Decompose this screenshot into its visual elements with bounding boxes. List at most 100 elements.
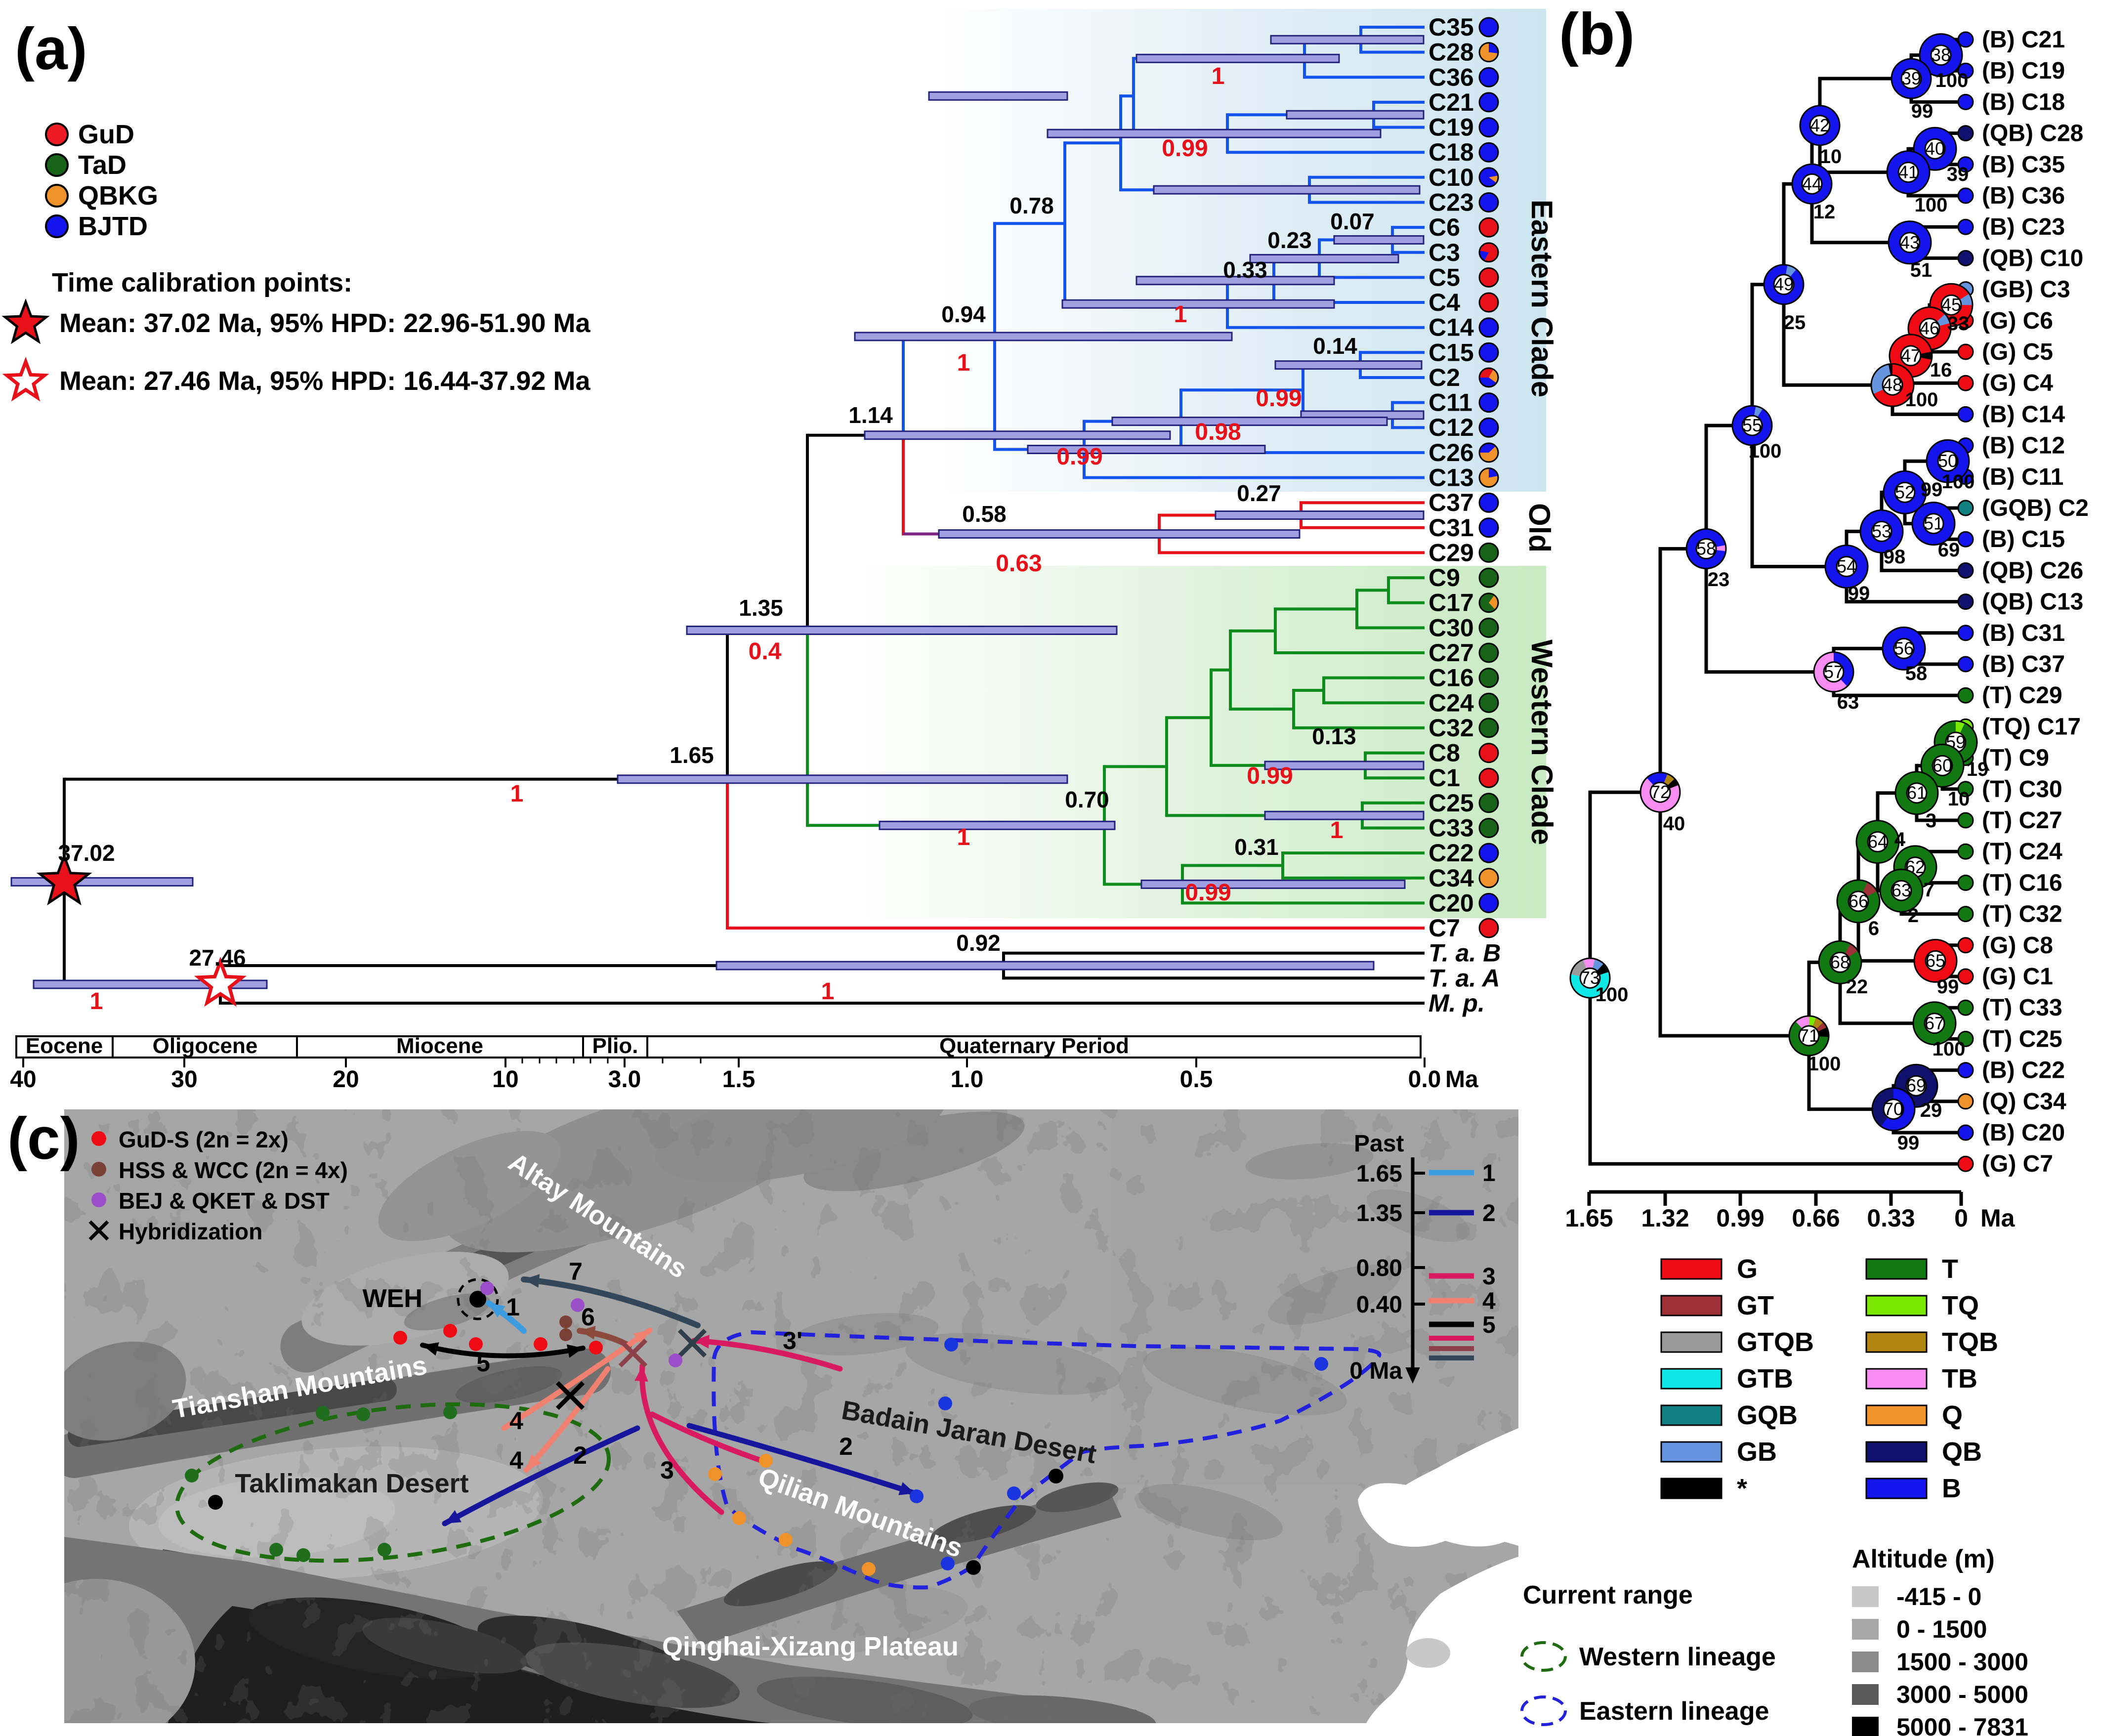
svg-text:(T) C16: (T) C16 — [1982, 870, 2062, 896]
svg-text:10: 10 — [492, 1066, 518, 1093]
svg-text:2: 2 — [1908, 905, 1919, 927]
svg-text:4: 4 — [1894, 829, 1906, 850]
svg-text:100: 100 — [1915, 194, 1948, 216]
svg-text:Time calibration points:: Time calibration points: — [52, 268, 352, 297]
svg-text:37.02: 37.02 — [58, 840, 115, 866]
svg-text:TaD: TaD — [78, 150, 126, 180]
svg-text:5: 5 — [1482, 1312, 1496, 1338]
svg-text:(T) C24: (T) C24 — [1982, 839, 2062, 865]
svg-text:C4: C4 — [1429, 289, 1460, 316]
svg-text:50: 50 — [1938, 451, 1958, 471]
svg-text:(B) C20: (B) C20 — [1982, 1120, 2065, 1146]
svg-text:0.27: 0.27 — [1237, 480, 1281, 506]
svg-text:1: 1 — [90, 988, 103, 1015]
svg-text:C18: C18 — [1429, 138, 1474, 166]
svg-text:0.0: 0.0 — [1408, 1066, 1441, 1093]
svg-text:(b): (b) — [1559, 1, 1635, 67]
svg-text:0 - 1500: 0 - 1500 — [1896, 1615, 1987, 1643]
svg-text:HSS & WCC (2n = 4x): HSS & WCC (2n = 4x) — [119, 1157, 348, 1183]
svg-text:QB: QB — [1942, 1437, 1982, 1467]
svg-text:10: 10 — [1820, 146, 1842, 168]
svg-text:GTQB: GTQB — [1737, 1327, 1814, 1357]
svg-text:0.5: 0.5 — [1180, 1066, 1213, 1093]
svg-text:54: 54 — [1837, 556, 1856, 577]
svg-text:QBKG: QBKG — [78, 181, 158, 211]
svg-text:1.65: 1.65 — [1356, 1161, 1402, 1187]
svg-text:(B) C19: (B) C19 — [1982, 58, 2065, 84]
svg-text:0.40: 0.40 — [1356, 1292, 1402, 1318]
svg-text:0.92: 0.92 — [956, 930, 1001, 956]
svg-text:100: 100 — [1596, 984, 1629, 1006]
svg-text:TQ: TQ — [1942, 1291, 1979, 1320]
svg-text:73: 73 — [1580, 968, 1600, 988]
svg-text:1: 1 — [506, 1293, 520, 1321]
svg-text:27.46: 27.46 — [189, 945, 246, 971]
svg-text:-415 - 0: -415 - 0 — [1896, 1583, 1981, 1610]
svg-text:T. a. A: T. a. A — [1429, 964, 1500, 992]
svg-text:0.98: 0.98 — [1195, 419, 1241, 445]
svg-text:38: 38 — [1931, 45, 1951, 65]
svg-text:(B) C21: (B) C21 — [1982, 27, 2065, 53]
svg-text:4: 4 — [509, 1446, 523, 1474]
svg-text:TQB: TQB — [1942, 1327, 1998, 1357]
svg-text:GB: GB — [1737, 1437, 1777, 1467]
svg-text:1.32: 1.32 — [1641, 1204, 1689, 1232]
svg-text:(GQB) C2: (GQB) C2 — [1982, 495, 2089, 521]
svg-text:100: 100 — [1808, 1053, 1841, 1075]
svg-text:0.58: 0.58 — [962, 501, 1007, 527]
svg-text:1.14: 1.14 — [848, 402, 893, 428]
svg-text:Old: Old — [1523, 503, 1556, 552]
svg-text:1.35: 1.35 — [739, 595, 783, 621]
svg-text:C28: C28 — [1429, 39, 1474, 66]
svg-text:BEJ & QKET & DST: BEJ & QKET & DST — [119, 1188, 330, 1214]
svg-text:(G) C4: (G) C4 — [1982, 370, 2053, 396]
svg-text:(QB) C28: (QB) C28 — [1982, 121, 2083, 147]
svg-text:C12: C12 — [1429, 414, 1474, 441]
svg-text:48: 48 — [1883, 375, 1902, 395]
svg-text:68: 68 — [1830, 952, 1850, 972]
svg-text:*: * — [1737, 1474, 1747, 1503]
svg-text:C11: C11 — [1429, 389, 1472, 417]
svg-text:C21: C21 — [1429, 88, 1474, 116]
svg-text:C15: C15 — [1429, 339, 1474, 366]
svg-text:(QB) C26: (QB) C26 — [1982, 557, 2083, 584]
svg-text:99: 99 — [1848, 583, 1870, 604]
svg-text:(T) C29: (T) C29 — [1982, 682, 2062, 709]
svg-text:99: 99 — [1937, 976, 1959, 998]
svg-text:C16: C16 — [1429, 664, 1474, 692]
svg-text:64: 64 — [1868, 832, 1888, 852]
svg-text:1: 1 — [1212, 63, 1225, 89]
svg-text:63: 63 — [1837, 691, 1859, 713]
svg-text:C5: C5 — [1429, 263, 1460, 291]
svg-text:1.35: 1.35 — [1356, 1200, 1402, 1227]
svg-text:39: 39 — [1901, 68, 1921, 88]
svg-text:0.99: 0.99 — [1056, 444, 1102, 470]
svg-text:67: 67 — [1925, 1013, 1944, 1033]
svg-text:(G) C7: (G) C7 — [1982, 1151, 2053, 1177]
svg-text:100: 100 — [1935, 70, 1969, 91]
svg-text:55: 55 — [1742, 415, 1762, 435]
svg-text:Past: Past — [1354, 1131, 1404, 1157]
svg-text:1: 1 — [1330, 817, 1344, 844]
svg-text:0.78: 0.78 — [1009, 193, 1054, 218]
svg-text:42: 42 — [1810, 115, 1830, 135]
svg-text:Oligocene: Oligocene — [153, 1034, 258, 1058]
svg-text:C9: C9 — [1429, 564, 1460, 592]
svg-text:99: 99 — [1897, 1132, 1920, 1154]
svg-text:(B) C11: (B) C11 — [1982, 464, 2063, 490]
svg-text:G: G — [1737, 1254, 1758, 1284]
svg-text:0.99: 0.99 — [1247, 763, 1293, 789]
svg-text:(GB) C3: (GB) C3 — [1982, 277, 2070, 303]
svg-text:40: 40 — [10, 1066, 36, 1093]
svg-text:1: 1 — [1174, 301, 1187, 328]
svg-text:100: 100 — [1942, 471, 1975, 493]
svg-text:C29: C29 — [1429, 539, 1474, 566]
svg-text:(T) C25: (T) C25 — [1982, 1026, 2062, 1052]
svg-text:M. p.: M. p. — [1429, 989, 1485, 1017]
svg-text:C31: C31 — [1429, 514, 1474, 542]
svg-text:(B) C12: (B) C12 — [1982, 433, 2065, 459]
svg-text:46: 46 — [1920, 318, 1939, 339]
svg-text:1.65: 1.65 — [1565, 1204, 1613, 1232]
svg-text:C32: C32 — [1429, 714, 1474, 742]
svg-text:(Q) C34: (Q) C34 — [1982, 1089, 2066, 1115]
